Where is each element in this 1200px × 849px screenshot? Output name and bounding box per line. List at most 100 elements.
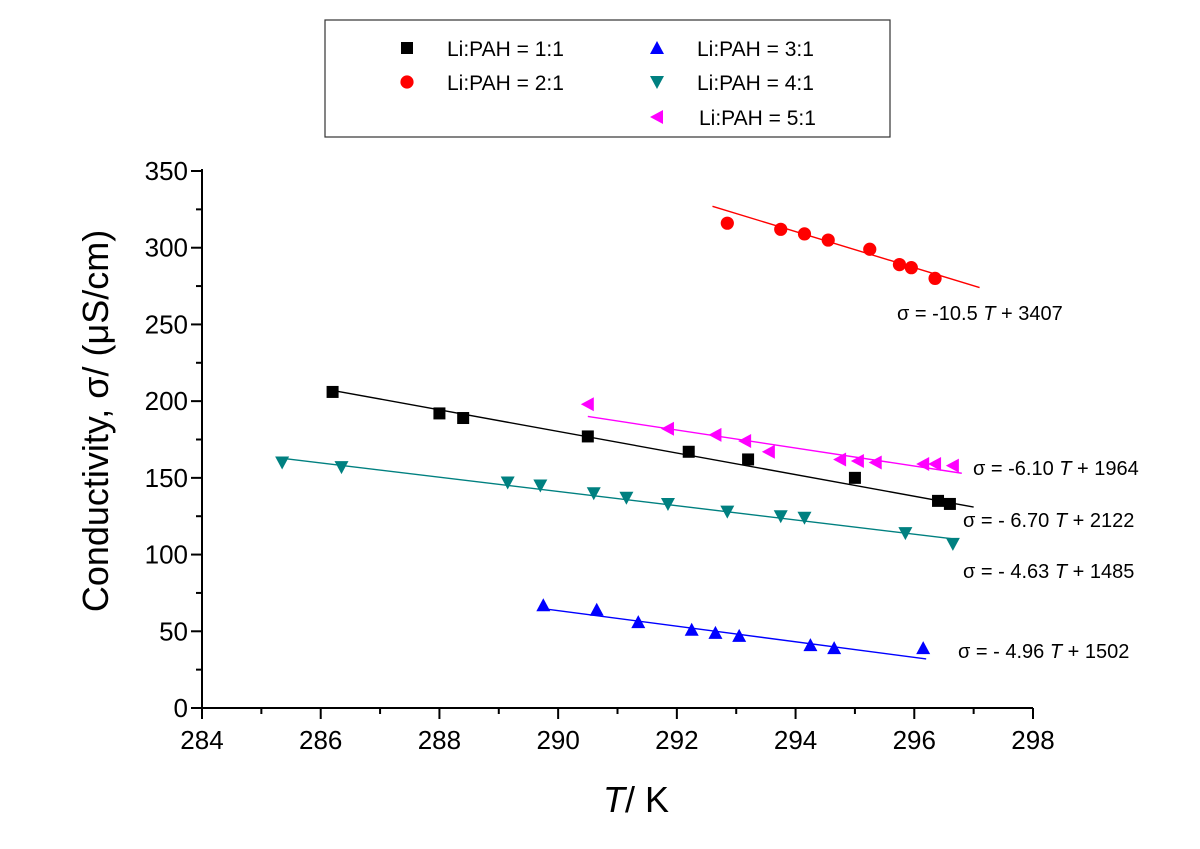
x-tick-label: 288 xyxy=(418,725,461,755)
point-series-2 xyxy=(904,261,918,275)
point-series-4 xyxy=(275,456,290,470)
y-tick-label: 0 xyxy=(174,693,188,723)
point-series-5 xyxy=(833,452,847,467)
point-series-5 xyxy=(761,444,775,459)
point-series-4 xyxy=(945,537,960,551)
point-series-5 xyxy=(580,397,594,412)
legend: Li:PAH = 1:1 Li:PAH = 2:1 Li:PAH = 3:1 Li:P… xyxy=(324,19,891,138)
point-series-2 xyxy=(863,242,877,256)
fit-equation-suffix: + 1964 xyxy=(1072,458,1139,480)
point-series-4 xyxy=(660,497,675,511)
x-tick-label: 294 xyxy=(774,725,817,755)
x-tick-label: 292 xyxy=(655,725,698,755)
point-series-5 xyxy=(738,434,752,449)
legend-marker-series-3 xyxy=(650,41,664,54)
point-series-5 xyxy=(945,458,959,473)
legend-label-series-2: Li:PAH = 2:1 xyxy=(447,72,564,95)
y-tick-label: 200 xyxy=(145,386,188,416)
fit-equation-suffix: + 1502 xyxy=(1062,641,1129,663)
point-series-4 xyxy=(334,461,349,475)
fit-equation-variable: T xyxy=(1059,458,1073,480)
legend-label-series-1: Li:PAH = 1:1 xyxy=(447,38,564,61)
legend-label-series-5: Li:PAH = 5:1 xyxy=(699,107,816,130)
point-series-5 xyxy=(850,453,864,468)
fit-equation-series-5: σ = -6.10 T + 1964 xyxy=(973,458,1139,480)
fit-equation-prefix: σ = - 6.70 xyxy=(963,510,1055,532)
fit-equation-series-1: σ = - 6.70 T + 2122 xyxy=(963,510,1134,532)
point-series-3 xyxy=(631,615,646,629)
point-series-2 xyxy=(720,216,734,230)
point-series-5 xyxy=(708,427,722,442)
point-series-4 xyxy=(797,511,812,525)
fit-equation-suffix: + 1485 xyxy=(1067,561,1134,583)
point-series-3 xyxy=(589,602,604,616)
point-series-2 xyxy=(892,257,907,272)
point-series-3 xyxy=(536,598,551,612)
point-series-1 xyxy=(326,385,339,398)
point-series-4 xyxy=(533,479,548,493)
point-series-4 xyxy=(773,510,788,524)
point-series-4 xyxy=(720,505,735,519)
point-series-3 xyxy=(803,638,818,652)
point-series-2 xyxy=(774,222,788,236)
fit-equation-variable: T xyxy=(983,303,997,325)
fit-equation-series-2: σ = -10.5 T + 3407 xyxy=(897,303,1063,325)
point-series-3 xyxy=(827,641,842,655)
y-tick-label: 350 xyxy=(145,156,188,186)
point-series-1 xyxy=(457,412,470,425)
legend-marker-series-2 xyxy=(400,75,414,89)
legend-label-series-4: Li:PAH = 4:1 xyxy=(697,72,814,95)
point-series-1 xyxy=(682,445,695,458)
x-axis-title-unit: / K xyxy=(625,779,669,820)
point-series-4 xyxy=(500,476,515,490)
point-series-5 xyxy=(868,455,882,470)
fit-equation-series-3: σ = - 4.96 T + 1502 xyxy=(958,641,1129,663)
x-tick-label: 284 xyxy=(180,725,223,755)
point-series-3 xyxy=(684,622,699,636)
data-points xyxy=(275,216,960,655)
point-series-2 xyxy=(928,271,942,285)
legend-marker-series-1 xyxy=(401,42,413,54)
point-series-1 xyxy=(932,494,945,507)
fit-line-series-4 xyxy=(279,457,956,540)
x-tick-label: 296 xyxy=(893,725,936,755)
legend-label-series-3: Li:PAH = 3:1 xyxy=(697,38,814,61)
point-series-3 xyxy=(732,628,747,642)
point-series-1 xyxy=(433,407,446,420)
point-series-2 xyxy=(797,227,812,241)
point-series-4 xyxy=(898,527,913,541)
fit-equation-prefix: σ = -10.5 xyxy=(897,303,983,325)
fit-equation-variable: T xyxy=(1055,510,1069,532)
legend-marker-series-5 xyxy=(650,110,663,124)
point-series-1 xyxy=(848,471,861,484)
point-series-1 xyxy=(943,497,956,510)
y-axis-title: Conductivity, σ/ (μS/cm) xyxy=(75,230,116,612)
point-series-3 xyxy=(916,641,931,655)
point-series-4 xyxy=(619,491,634,505)
axes: 0 50 100 150 200 250 300 350 284 286 288 290 292 294 2… xyxy=(145,156,1055,755)
point-series-5 xyxy=(928,457,942,472)
fit-equation-suffix: + 3407 xyxy=(996,303,1063,325)
fit-equation-prefix: σ = - 4.96 xyxy=(958,641,1050,663)
y-tick-label: 300 xyxy=(145,233,188,263)
legend-marker-series-4 xyxy=(650,76,664,89)
x-tick-label: 290 xyxy=(536,725,579,755)
x-tick-label: 298 xyxy=(1011,725,1054,755)
legend-box xyxy=(324,19,891,138)
x-axis-title: T/ K xyxy=(603,779,669,820)
x-axis-title-symbol: T xyxy=(603,779,628,820)
fit-line-series-1 xyxy=(332,389,974,508)
fit-equation-variable: T xyxy=(1055,561,1069,583)
point-series-5 xyxy=(660,421,674,436)
point-series-5 xyxy=(916,457,930,472)
point-series-2 xyxy=(821,233,835,247)
y-tick-label: 150 xyxy=(145,463,188,493)
y-tick-label: 100 xyxy=(145,540,188,570)
point-series-1 xyxy=(742,453,755,466)
point-series-1 xyxy=(581,430,594,443)
fit-equation-prefix: σ = -6.10 xyxy=(973,458,1059,480)
x-tick-label: 286 xyxy=(299,725,342,755)
fit-lines xyxy=(279,205,980,660)
y-tick-label: 250 xyxy=(145,309,188,339)
